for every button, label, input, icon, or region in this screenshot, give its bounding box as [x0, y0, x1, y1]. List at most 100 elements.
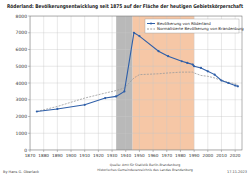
- series-point: [157, 50, 159, 52]
- grid-line: [30, 116, 242, 117]
- legend-swatch: [147, 29, 155, 30]
- y-tick: [28, 83, 30, 84]
- x-tick: [166, 150, 167, 152]
- series-point: [220, 79, 222, 81]
- x-tick: [84, 150, 85, 152]
- series-point: [115, 95, 117, 97]
- x-tick-label: 1890: [52, 153, 63, 158]
- author: By Hans G. Oberlack: [3, 170, 40, 174]
- grid-line: [43, 16, 44, 150]
- source: Historisches Gemeindeverzeichnis des Lan…: [97, 168, 193, 172]
- series-point: [234, 84, 236, 86]
- grid-line: [139, 16, 140, 150]
- series-point: [138, 35, 140, 37]
- grid-line: [30, 99, 242, 100]
- series-point: [227, 82, 229, 84]
- chart: Röderland: Bevölkerungsentwicklung seit …: [0, 0, 250, 177]
- series-point: [193, 65, 195, 67]
- x-tick: [153, 150, 154, 152]
- x-tick: [30, 150, 31, 152]
- series-point: [214, 74, 216, 76]
- legend-label: Bevölkerung von Röderland: [157, 21, 211, 26]
- legend: Bevölkerung von RöderlandNormalisierte B…: [145, 19, 244, 33]
- y-tick: [28, 116, 30, 117]
- title: Röderland: Bevölkerungsentwicklung seit …: [7, 3, 243, 10]
- x-tick: [221, 150, 222, 152]
- y-tick: [28, 66, 30, 67]
- x-tick-label: 1940: [120, 153, 131, 158]
- x-tick-label: 2020: [230, 153, 241, 158]
- plot-bg: [30, 16, 242, 150]
- y-tick-label: 3000: [16, 97, 28, 102]
- x-tick-label: 1990: [189, 153, 200, 158]
- x-tick: [71, 150, 72, 152]
- series-point: [84, 104, 86, 106]
- grid-line: [221, 16, 222, 150]
- x-tick: [139, 150, 140, 152]
- x-tick: [43, 150, 44, 152]
- y-tick: [28, 32, 30, 33]
- series-point: [56, 108, 58, 110]
- x-tick-label: 1970: [161, 153, 172, 158]
- x-tick-label: 1930: [107, 153, 118, 158]
- series-point: [36, 110, 38, 112]
- plot-frame: [30, 16, 242, 150]
- x-tick: [98, 150, 99, 152]
- y-tick-label: 7000: [16, 30, 28, 35]
- y-tick: [28, 99, 30, 100]
- legend-label: Normalisierte Bevölkerung von Brandenbur…: [157, 26, 244, 31]
- grid-line: [207, 16, 208, 150]
- grid-line: [235, 16, 236, 150]
- date: 17.11.2023: [227, 170, 247, 174]
- series-point: [207, 70, 209, 72]
- grid-line: [30, 49, 242, 50]
- y-tick: [28, 16, 30, 17]
- series-point: [133, 32, 135, 34]
- x-tick-label: 2010: [216, 153, 227, 158]
- grid-line: [194, 16, 195, 150]
- y-tick-label: 8000: [16, 14, 28, 19]
- grid-line: [153, 16, 154, 150]
- y-tick-label: 2000: [16, 114, 28, 119]
- series-point: [181, 60, 183, 62]
- grid-line: [30, 83, 242, 84]
- y-tick-label: 4000: [16, 81, 28, 86]
- x-tick: [235, 150, 236, 152]
- x-tick: [180, 150, 181, 152]
- x-tick-label: 1910: [79, 153, 90, 158]
- y-tick-label: 1000: [16, 131, 28, 136]
- x-tick: [194, 150, 195, 152]
- y-tick: [28, 49, 30, 50]
- x-tick-label: 1880: [38, 153, 49, 158]
- grid-line: [71, 16, 72, 150]
- y-tick-label: 0: [24, 148, 27, 153]
- x-tick: [207, 150, 208, 152]
- plot-area: [30, 16, 242, 150]
- x-tick-label: 1920: [93, 153, 104, 158]
- grid-line: [166, 16, 167, 150]
- grid-line: [180, 16, 181, 150]
- series-point: [123, 90, 125, 92]
- series-line: [37, 33, 238, 112]
- series-point: [200, 67, 202, 69]
- x-tick-label: 1900: [66, 153, 77, 158]
- x-tick: [112, 150, 113, 152]
- x-tick: [125, 150, 126, 152]
- grid-line: [57, 16, 58, 150]
- grid-line: [30, 66, 242, 67]
- series-point: [104, 97, 106, 99]
- y-tick-label: 6000: [16, 47, 28, 52]
- source: Quelle: Amt für Statistik Berlin-Branden…: [110, 163, 180, 167]
- x-tick-label: 1980: [175, 153, 186, 158]
- series-point: [237, 85, 239, 87]
- grid-line: [112, 16, 113, 150]
- legend-marker: [150, 23, 152, 25]
- y-tick-label: 5000: [16, 64, 28, 69]
- x-tick-label: 1960: [148, 153, 159, 158]
- y-tick: [28, 150, 30, 151]
- y-tick: [28, 133, 30, 134]
- series-point: [186, 62, 188, 64]
- x-tick: [57, 150, 58, 152]
- series-point: [167, 55, 169, 57]
- grid-line: [84, 16, 85, 150]
